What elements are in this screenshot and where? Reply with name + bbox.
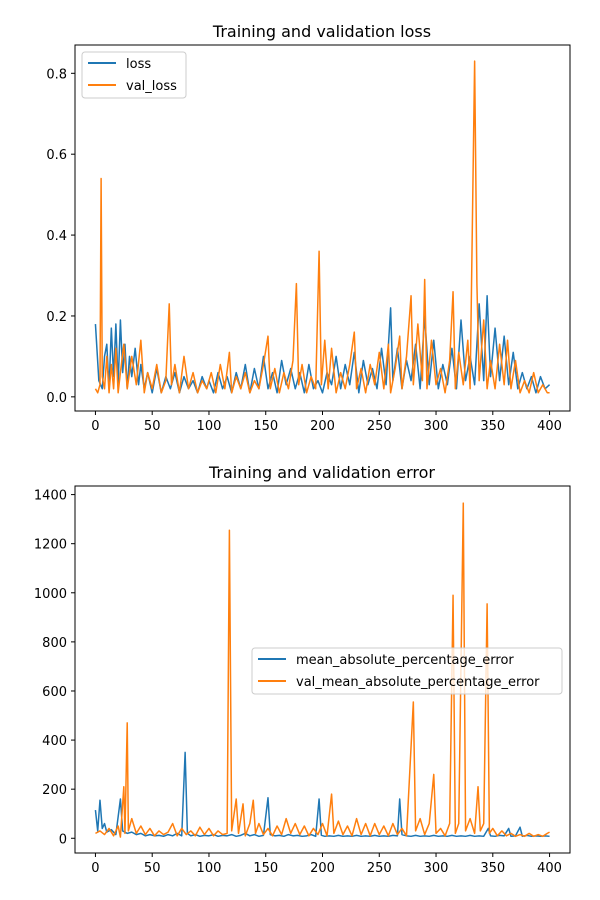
loss-xtick-label: 50	[144, 419, 161, 434]
loss-series-val-loss-line	[94, 60, 550, 394]
loss-ytick-label: 0.8	[46, 67, 67, 82]
loss-ytick-label: 0.6	[46, 148, 67, 163]
loss-xtick-label: 300	[424, 419, 449, 434]
error-xtick-label: 300	[424, 861, 449, 876]
loss-legend-label: val_loss	[126, 79, 177, 94]
loss-chart-legend: loss val_loss	[81, 51, 187, 99]
error-chart: Training and validation error 0 50 100 150 2…	[34, 463, 571, 876]
error-series-val-mean-absolute-percentage-error-line	[95, 502, 550, 838]
loss-xtick-label: 150	[253, 419, 278, 434]
error-xtick-label: 100	[197, 861, 222, 876]
loss-xtick-label: 250	[367, 419, 392, 434]
error-legend-label: val_mean_absolute_percentage_error	[296, 675, 540, 690]
error-ytick-label: 1000	[34, 587, 67, 602]
loss-xtick-label: 350	[480, 419, 505, 434]
loss-xtick-label: 400	[537, 419, 562, 434]
loss-xtick-label: 0	[91, 419, 99, 434]
error-chart-title: Training and validation error	[208, 463, 435, 482]
error-xtick-label: 50	[144, 861, 161, 876]
error-ytick-label: 1400	[34, 489, 67, 504]
error-chart-legend: mean_absolute_percentage_error val_mean_a…	[251, 647, 563, 695]
loss-chart-lines	[94, 60, 551, 394]
error-ytick-label: 400	[42, 734, 67, 749]
error-xtick-label: 350	[480, 861, 505, 876]
error-xtick-label: 400	[537, 861, 562, 876]
loss-legend-label: loss	[126, 57, 151, 72]
error-chart-ticks: 0 50 100 150 200 250 300 350 400 0 200 400 600 800 100…	[34, 489, 562, 876]
loss-chart-ticks: 0 50 100 150 200 250 300 350 400 0.0 0.2 0.4 0.6 0.8	[46, 67, 562, 434]
error-series-mean-absolute-percentage-error-line	[94, 751, 550, 838]
error-ytick-label: 600	[42, 685, 67, 700]
error-ytick-label: 800	[42, 636, 67, 651]
loss-chart: Training and validation loss 0 50 100 150 20…	[46, 22, 571, 434]
error-chart-frame	[74, 485, 571, 854]
error-xtick-label: 150	[253, 861, 278, 876]
error-ytick-label: 200	[42, 783, 67, 798]
error-xtick-label: 0	[91, 861, 99, 876]
loss-xtick-label: 100	[197, 419, 222, 434]
error-legend-label: mean_absolute_percentage_error	[296, 653, 514, 668]
loss-ytick-label: 0.2	[46, 310, 67, 325]
error-xtick-label: 200	[310, 861, 335, 876]
loss-ytick-label: 0.0	[46, 391, 67, 406]
loss-xtick-label: 200	[310, 419, 335, 434]
error-xtick-label: 250	[367, 861, 392, 876]
error-chart-lines	[94, 502, 550, 838]
loss-chart-frame	[74, 44, 571, 412]
loss-chart-title: Training and validation loss	[212, 22, 431, 41]
error-ytick-label: 0	[59, 832, 67, 847]
error-legend-box	[251, 647, 563, 695]
error-ytick-label: 1200	[34, 538, 67, 553]
loss-ytick-label: 0.4	[46, 229, 67, 244]
